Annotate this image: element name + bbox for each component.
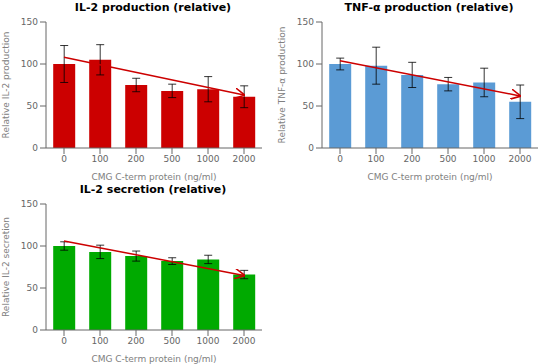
svg-text:1000: 1000 bbox=[473, 154, 496, 164]
html-text:TNF-α production (relative): TNF-α production (relative) bbox=[344, 1, 514, 14]
svg-text:Relative TNF-α production: Relative TNF-α production bbox=[277, 27, 287, 144]
html-text:IL-2 production (relative): IL-2 production (relative) bbox=[74, 1, 232, 14]
html-text:IL-2 secretion (relative): IL-2 secretion (relative) bbox=[79, 183, 227, 196]
svg-text:100: 100 bbox=[21, 59, 38, 69]
svg-text:0: 0 bbox=[32, 325, 38, 335]
svg-text:150: 150 bbox=[21, 17, 38, 27]
svg-text:500: 500 bbox=[163, 336, 180, 346]
svg-text:200: 200 bbox=[127, 336, 144, 346]
svg-text:0: 0 bbox=[61, 154, 67, 164]
svg-text:Relative IL-2 production: Relative IL-2 production bbox=[8, 32, 11, 139]
svg-text:CMG C-term protein (ng/ml): CMG C-term protein (ng/ml) bbox=[91, 354, 216, 364]
svg-text:100: 100 bbox=[91, 154, 108, 164]
svg-text:2000: 2000 bbox=[509, 154, 532, 164]
svg-text:1000: 1000 bbox=[197, 336, 220, 346]
svg-text:500: 500 bbox=[439, 154, 456, 164]
svg-text:50: 50 bbox=[27, 283, 39, 293]
svg-text:100: 100 bbox=[21, 241, 38, 251]
svg-text:0: 0 bbox=[337, 154, 343, 164]
svg-text:50: 50 bbox=[27, 101, 39, 111]
svg-text:2000: 2000 bbox=[233, 154, 256, 164]
svg-text:100: 100 bbox=[91, 336, 108, 346]
svg-text:500: 500 bbox=[163, 154, 180, 164]
svg-text:0: 0 bbox=[308, 143, 314, 153]
svg-text:150: 150 bbox=[21, 199, 38, 209]
svg-text:1000: 1000 bbox=[197, 154, 220, 164]
svg-text:2000: 2000 bbox=[233, 336, 256, 346]
svg-text:CMG C-term protein (ng/ml): CMG C-term protein (ng/ml) bbox=[367, 172, 492, 182]
svg-text:150: 150 bbox=[297, 17, 314, 27]
svg-text:0: 0 bbox=[61, 336, 67, 346]
svg-text:50: 50 bbox=[303, 101, 315, 111]
svg-text:100: 100 bbox=[297, 59, 314, 69]
svg-text:0: 0 bbox=[32, 143, 38, 153]
svg-text:200: 200 bbox=[127, 154, 144, 164]
svg-text:CMG C-term protein (ng/ml): CMG C-term protein (ng/ml) bbox=[91, 172, 216, 182]
svg-text:100: 100 bbox=[367, 154, 384, 164]
svg-text:Relative IL-2 secretion: Relative IL-2 secretion bbox=[8, 217, 11, 317]
svg-text:200: 200 bbox=[403, 154, 420, 164]
